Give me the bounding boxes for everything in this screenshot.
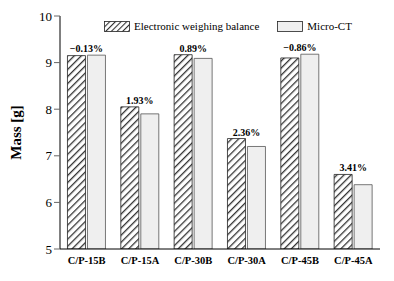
svg-text:0.89%: 0.89% <box>179 43 207 54</box>
svg-text:−0.13%: −0.13% <box>70 43 103 54</box>
svg-text:5: 5 <box>46 242 53 257</box>
svg-text:6: 6 <box>46 195 53 210</box>
svg-text:7: 7 <box>46 148 53 163</box>
svg-text:3.41%: 3.41% <box>339 162 367 173</box>
svg-text:C/P-15A: C/P-15A <box>121 255 160 266</box>
svg-text:C/P-30B: C/P-30B <box>174 255 212 266</box>
svg-text:C/P-45B: C/P-45B <box>281 255 319 266</box>
svg-text:C/P-15B: C/P-15B <box>68 255 106 266</box>
svg-text:1.93%: 1.93% <box>126 95 154 106</box>
svg-text:9: 9 <box>46 55 53 70</box>
html-text:Micro-CT: Micro-CT <box>307 20 352 32</box>
svg-text:C/P-30A: C/P-30A <box>227 255 266 266</box>
svg-text:Mass [g]: Mass [g] <box>8 105 24 160</box>
svg-text:10: 10 <box>39 9 52 24</box>
svg-text:8: 8 <box>46 102 53 117</box>
svg-text:−0.86%: −0.86% <box>283 42 316 53</box>
svg-text:C/P-45A: C/P-45A <box>334 255 373 266</box>
svg-text:2.36%: 2.36% <box>233 127 261 138</box>
html-text:Electronic weighing balance: Electronic weighing balance <box>134 20 260 32</box>
